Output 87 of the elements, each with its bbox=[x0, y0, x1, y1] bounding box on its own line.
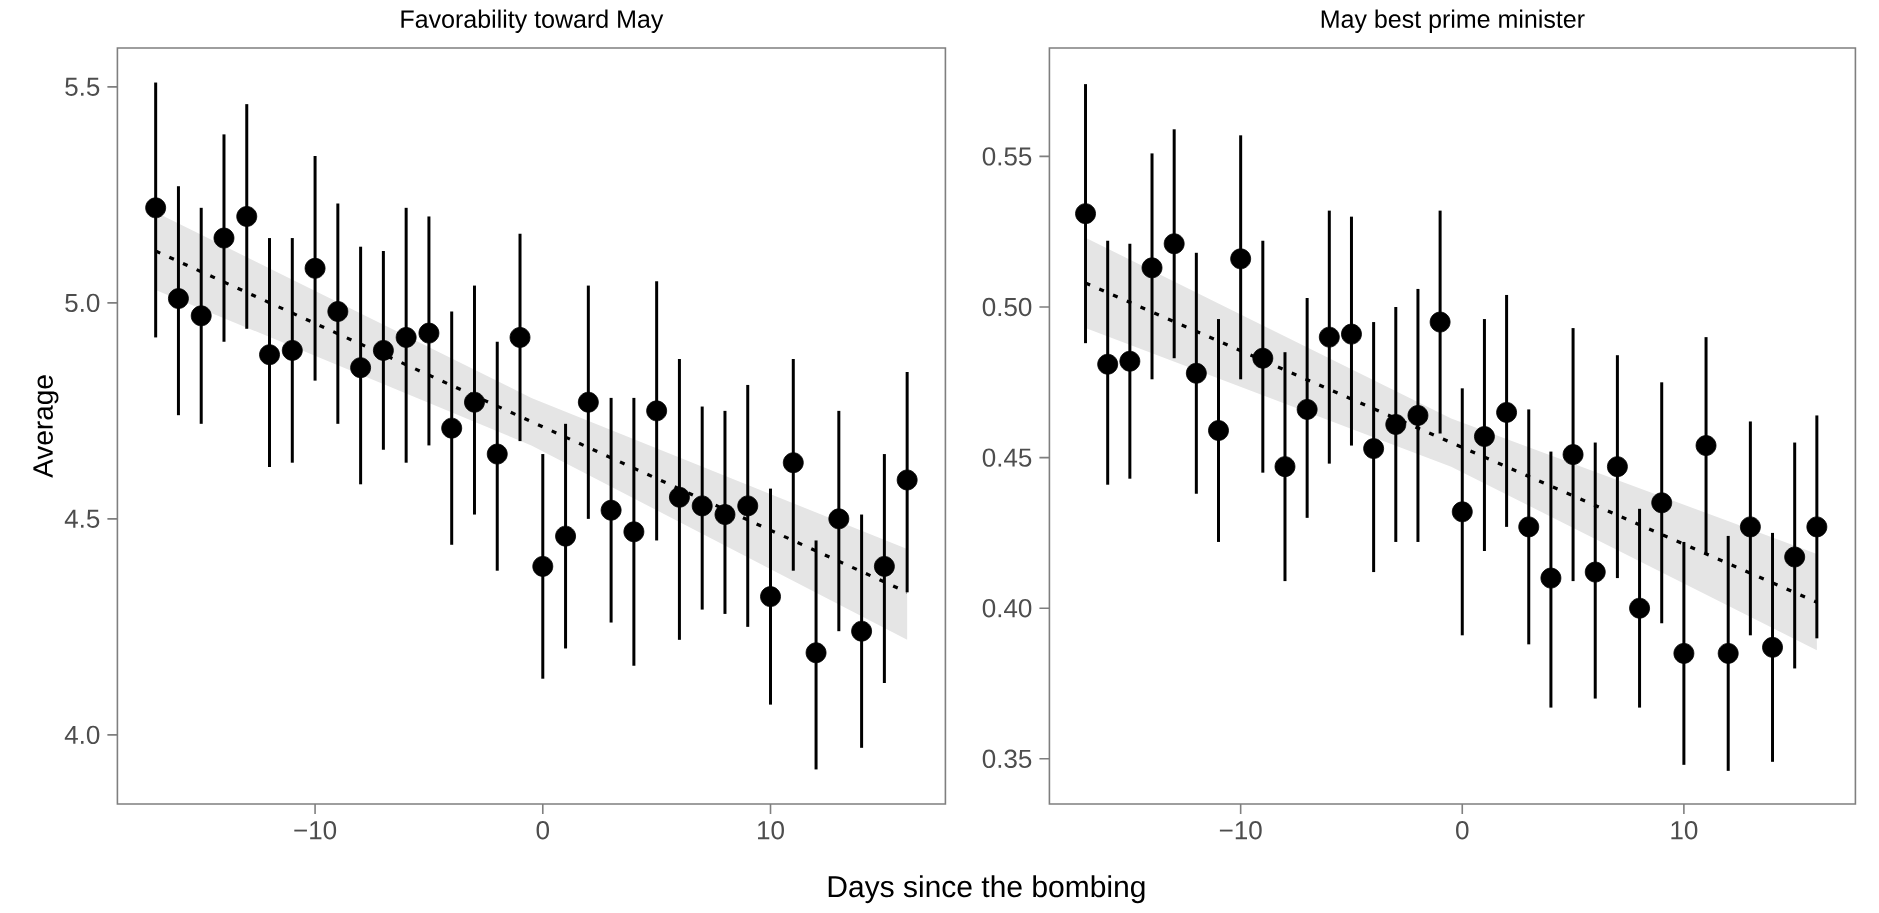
point bbox=[1185, 362, 1207, 384]
point bbox=[350, 357, 372, 379]
point bbox=[441, 417, 463, 439]
y-tick-label: 5.0 bbox=[65, 293, 100, 313]
point bbox=[1584, 561, 1606, 583]
point bbox=[532, 555, 554, 577]
x-tick-label: −10 bbox=[294, 821, 337, 840]
point bbox=[168, 288, 189, 309]
point bbox=[714, 504, 736, 525]
point bbox=[1607, 456, 1628, 478]
point bbox=[1562, 444, 1584, 465]
point bbox=[782, 452, 804, 474]
point bbox=[418, 322, 440, 344]
x-tick-label: 10 bbox=[1671, 821, 1698, 840]
point bbox=[1629, 597, 1650, 619]
x-tick-label: 0 bbox=[536, 821, 550, 840]
point bbox=[577, 391, 599, 413]
point bbox=[1119, 350, 1141, 372]
point bbox=[1163, 233, 1185, 255]
x-axis-title: Days since the bombing bbox=[828, 875, 1145, 904]
y-axis-title: Average bbox=[33, 375, 59, 478]
point bbox=[281, 339, 303, 361]
y-tick-label: 0.50 bbox=[982, 297, 1032, 317]
point bbox=[1451, 501, 1473, 523]
point bbox=[486, 443, 508, 465]
point bbox=[1695, 435, 1717, 456]
point bbox=[259, 344, 280, 366]
point bbox=[1496, 402, 1517, 423]
y-tick-label: 0.35 bbox=[982, 749, 1032, 769]
y-tick-label: 0.45 bbox=[982, 448, 1032, 467]
point bbox=[190, 305, 212, 327]
point bbox=[600, 499, 622, 521]
point bbox=[828, 508, 850, 530]
point bbox=[1252, 347, 1274, 369]
point bbox=[737, 495, 759, 517]
point bbox=[873, 555, 895, 577]
point bbox=[1673, 642, 1695, 664]
point bbox=[1075, 203, 1096, 225]
point bbox=[1385, 414, 1407, 435]
point bbox=[1784, 546, 1806, 568]
point bbox=[691, 495, 713, 517]
point bbox=[372, 339, 394, 361]
point bbox=[805, 642, 827, 664]
point bbox=[1806, 516, 1828, 538]
point bbox=[236, 206, 258, 227]
chart-title: May best prime minister bbox=[1321, 9, 1585, 33]
x-tick-label: 10 bbox=[758, 821, 784, 840]
y-tick-label: 4.5 bbox=[64, 509, 100, 528]
point bbox=[851, 620, 873, 642]
point bbox=[1717, 642, 1739, 664]
point bbox=[1097, 353, 1119, 375]
point bbox=[555, 525, 576, 547]
point bbox=[1540, 567, 1562, 589]
point bbox=[213, 227, 235, 249]
point bbox=[1208, 420, 1229, 441]
point bbox=[1429, 311, 1451, 333]
point bbox=[464, 391, 485, 413]
point bbox=[509, 327, 531, 348]
point bbox=[1518, 516, 1540, 538]
y-tick-label: 0.40 bbox=[982, 598, 1032, 618]
point bbox=[1474, 426, 1495, 447]
y-tick-label: 4.0 bbox=[64, 725, 100, 745]
point bbox=[1341, 323, 1362, 345]
point bbox=[896, 469, 918, 491]
y-tick-label: 0.55 bbox=[982, 147, 1032, 166]
point bbox=[304, 257, 326, 279]
point bbox=[395, 327, 417, 348]
point bbox=[1318, 326, 1340, 348]
point bbox=[1363, 438, 1385, 459]
point bbox=[1762, 636, 1783, 658]
chart-title: Favorability toward May bbox=[401, 9, 664, 33]
point bbox=[1141, 257, 1163, 279]
point bbox=[623, 521, 645, 543]
x-tick-label: 0 bbox=[1456, 821, 1469, 840]
point bbox=[1651, 492, 1673, 514]
y-tick-label: 5.5 bbox=[65, 77, 100, 96]
point bbox=[1274, 456, 1296, 478]
point bbox=[1230, 248, 1252, 270]
point bbox=[1739, 516, 1761, 538]
point bbox=[646, 400, 668, 422]
point bbox=[669, 486, 690, 508]
point bbox=[327, 301, 349, 322]
x-tick-label: −10 bbox=[1219, 821, 1262, 840]
point bbox=[1407, 405, 1429, 426]
point bbox=[1296, 399, 1318, 420]
point bbox=[145, 197, 167, 219]
point bbox=[760, 586, 781, 608]
